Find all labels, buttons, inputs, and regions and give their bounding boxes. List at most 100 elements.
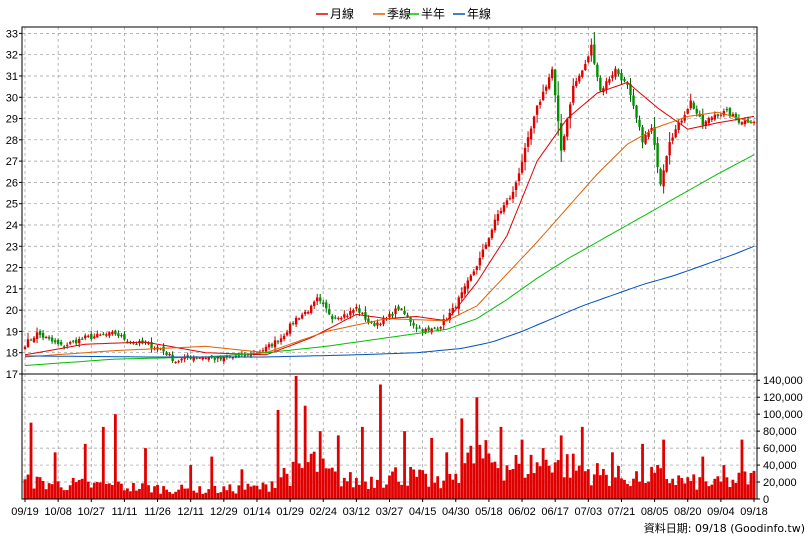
volume-bar — [544, 459, 548, 499]
candle-body — [529, 128, 533, 140]
candle-body — [689, 100, 692, 109]
candle-body — [174, 361, 177, 363]
volume-bar — [50, 484, 54, 499]
volume-bar — [430, 437, 434, 499]
candle-body — [472, 271, 476, 275]
date-axis: 09/19 10/08 10/27 11/11 11/26 12/11 12/29 01/14… — [11, 499, 768, 518]
candle-body — [566, 118, 569, 137]
volume-bar — [728, 487, 732, 499]
date-tick-label: 06/17 — [541, 506, 569, 518]
volume-bar — [333, 471, 337, 499]
candle-body — [415, 327, 418, 329]
volume-bar — [119, 483, 123, 499]
volume-bar — [704, 481, 708, 499]
candle-body — [349, 310, 352, 316]
date-tick-label: 07/21 — [608, 506, 636, 518]
candle-body — [288, 323, 292, 334]
candle-body — [532, 116, 536, 129]
candle-body — [273, 340, 277, 348]
candle-body — [319, 297, 322, 301]
candle-body — [367, 318, 370, 323]
candle-body — [270, 344, 274, 347]
volume-bar — [177, 489, 181, 499]
candle-body — [556, 95, 560, 122]
volume-bar — [234, 493, 238, 499]
volume-bar — [731, 479, 735, 499]
date-tick-label: 07/03 — [575, 506, 603, 518]
candle-body — [207, 357, 210, 360]
volume-bar — [264, 484, 268, 499]
volume-bar — [162, 486, 165, 499]
volume-bar — [553, 462, 557, 499]
candle-body — [108, 332, 111, 336]
volume-bar — [71, 477, 75, 499]
volume-bar — [382, 487, 385, 499]
candle-body — [87, 335, 90, 337]
candle-body — [584, 63, 587, 71]
volume-tick-label: 120,000 — [763, 392, 803, 404]
candle-body — [322, 302, 325, 305]
candle-body — [560, 123, 563, 151]
candle-body — [671, 137, 674, 141]
candle-body — [50, 337, 54, 342]
candle-body — [478, 257, 482, 266]
price-tick-label: 22 — [6, 263, 18, 275]
candle-body — [563, 136, 566, 150]
volume-bar — [321, 458, 325, 499]
volume-bar — [671, 478, 675, 499]
candle-body — [541, 91, 545, 101]
volume-bar — [189, 465, 193, 499]
volume-bar — [592, 474, 596, 499]
candle-body — [511, 191, 515, 199]
volume-bar — [415, 476, 419, 499]
volume-bar — [692, 474, 696, 499]
volume-bar — [571, 453, 575, 499]
price-tick-label: 31 — [6, 71, 18, 83]
candle-body — [463, 286, 467, 294]
candle-body — [740, 122, 744, 125]
candle-body — [300, 314, 304, 319]
volume-bar — [653, 472, 656, 499]
candle-body — [538, 101, 542, 105]
volume-bar — [499, 426, 503, 499]
candle-body — [316, 297, 319, 302]
volume-bar — [252, 485, 256, 499]
candle-body — [132, 342, 135, 344]
volume-bar — [291, 461, 295, 499]
volume-bar — [623, 479, 626, 499]
price-grid — [22, 27, 757, 374]
date-tick-label: 08/20 — [674, 506, 702, 518]
volume-bar — [719, 481, 723, 499]
volume-bar — [373, 487, 376, 499]
volume-bar — [141, 483, 144, 499]
volume-bar — [261, 482, 265, 499]
volume-bar — [484, 440, 488, 499]
candle-body — [466, 280, 470, 289]
candle-body — [294, 317, 298, 325]
volume-bar — [650, 466, 653, 499]
volume-bar — [583, 471, 587, 499]
date-tick-label: 11/26 — [144, 506, 171, 518]
price-tick-label: 27 — [6, 156, 18, 168]
date-tick-label: 04/15 — [409, 506, 437, 518]
volume-bar — [357, 484, 361, 499]
volume-bar — [614, 477, 617, 499]
volume-bar — [394, 467, 397, 499]
date-tick-label: 05/18 — [475, 506, 503, 518]
candle-body — [337, 317, 340, 319]
candle-body — [309, 305, 313, 313]
candle-body — [617, 69, 620, 75]
volume-bar — [550, 472, 554, 499]
volume-bar — [249, 486, 253, 499]
candle-body — [346, 315, 349, 317]
volume-bar — [574, 470, 578, 499]
volume-tick-label: 20,000 — [763, 477, 797, 489]
volume-bar — [56, 481, 60, 499]
chart-legend: 月線 季線 半年 年線 — [316, 6, 491, 21]
candle-body — [734, 113, 738, 119]
candle-body — [620, 72, 623, 81]
candle-body — [68, 342, 72, 344]
candle-body — [523, 147, 527, 163]
candle-body — [406, 315, 409, 317]
